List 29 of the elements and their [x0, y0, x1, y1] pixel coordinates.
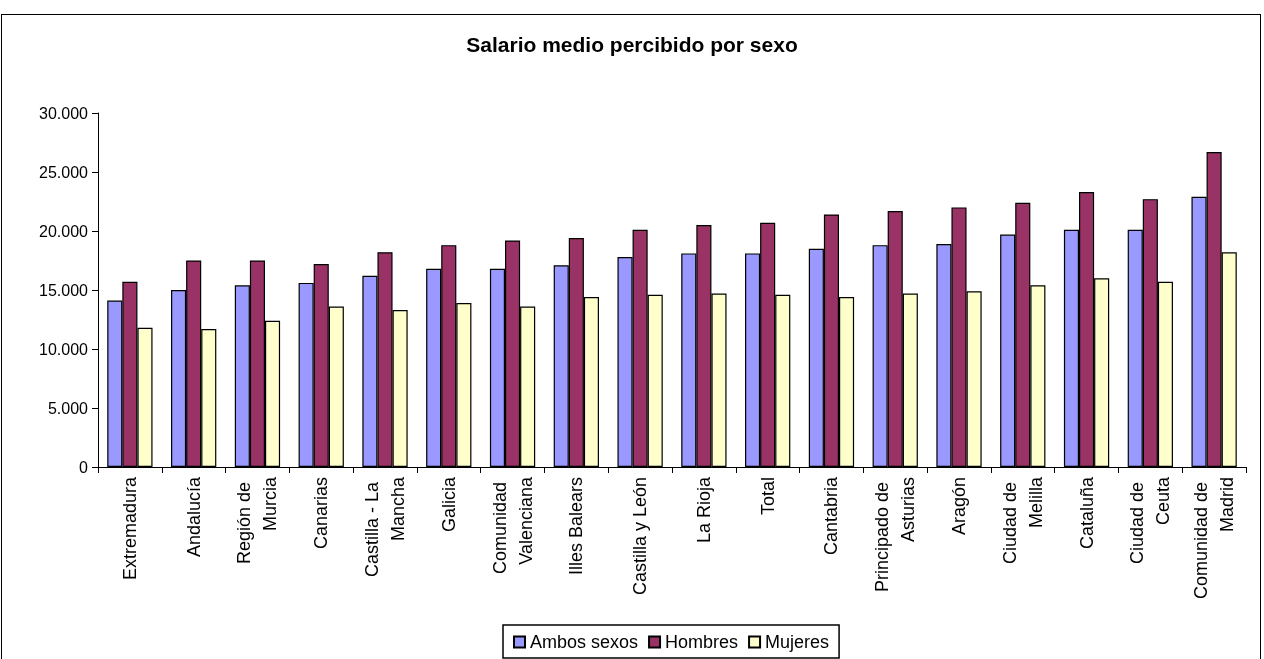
x-tick-label: Illes Balears [566, 477, 587, 576]
x-tick-label: Extremadura [119, 476, 140, 581]
x-tick-label: Ciudad de Melilla [999, 476, 1046, 565]
x-tick-label: Castilla - La Mancha [362, 476, 408, 578]
x-tick-label: La Rioja [693, 476, 714, 544]
y-tick-label: 5.000 [47, 399, 89, 417]
y-tick-label: 0 [79, 458, 89, 476]
y-tick-label: 25.000 [39, 163, 89, 181]
y-tick-label: 15.000 [39, 281, 89, 299]
x-tick-label: Comunidad Valenciana [489, 476, 536, 575]
x-tick-label: Total [757, 477, 778, 516]
x-tick-label: Principado de Asturias [872, 477, 919, 593]
x-tick-label: Comunidad de Madrid [1191, 477, 1238, 600]
y-tick-label: 10.000 [39, 340, 89, 358]
y-tick-label: 20.000 [39, 222, 89, 240]
x-tick-label: Canarias [311, 477, 332, 550]
x-tick-label: Castilla y León [630, 477, 651, 596]
chart-title: Salario medio percibido por sexo [466, 33, 798, 56]
legend-label: Mujeres [765, 632, 830, 652]
x-tick-label: Aragón [949, 477, 969, 536]
x-tick-label: Región de Murcia [234, 476, 281, 565]
x-tick-label: Ciudad de Ceuta [1127, 476, 1174, 565]
y-tick-label: 30.000 [39, 104, 89, 122]
x-tick-label: Galicia [438, 476, 459, 533]
x-tick-label: Cataluña [1076, 476, 1097, 550]
x-tick-label: Cantabria [821, 476, 842, 556]
legend-label: Ambos sexos [530, 632, 639, 652]
x-tick-label: Andalucía [183, 476, 204, 558]
legend-label: Hombres [665, 632, 739, 652]
